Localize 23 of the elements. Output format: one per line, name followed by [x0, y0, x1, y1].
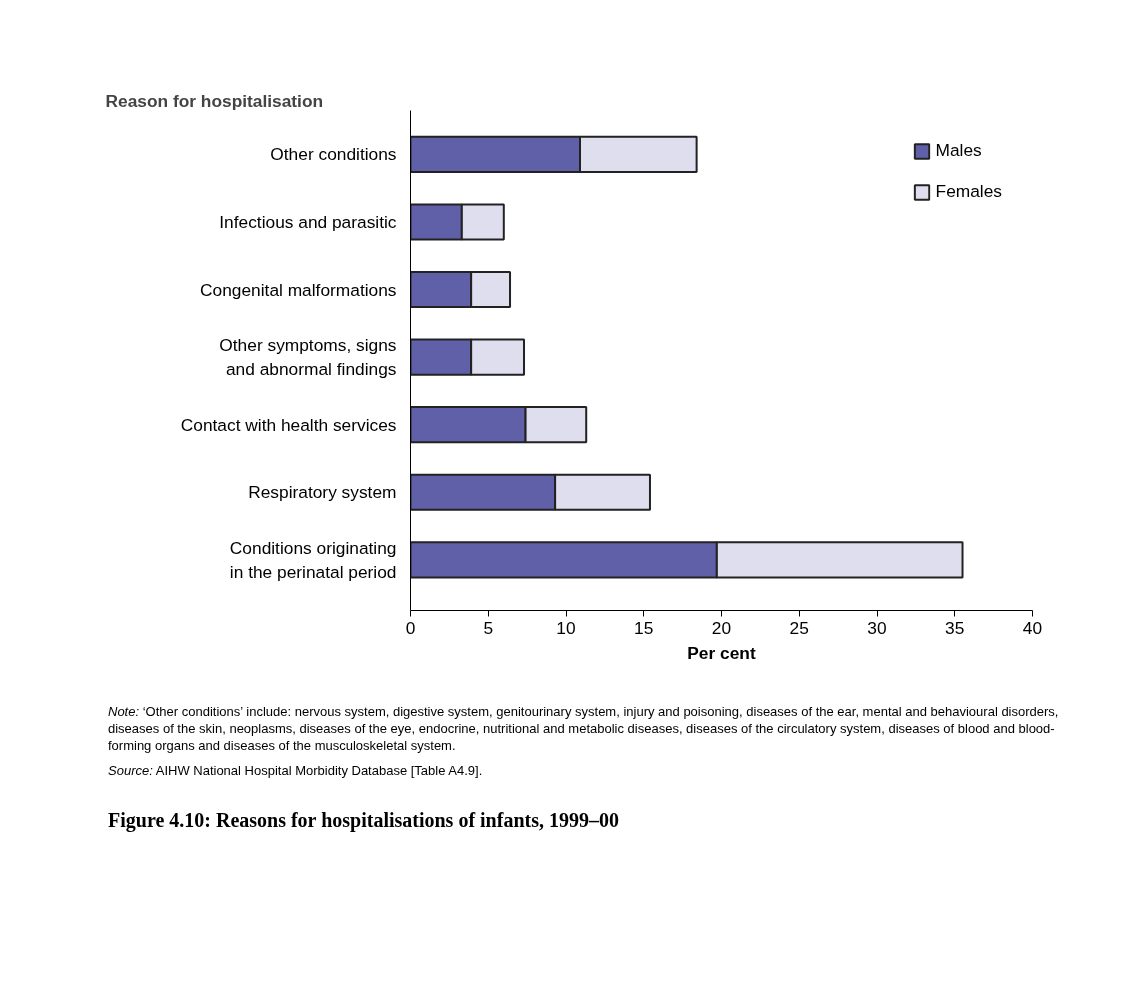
y-tick-label: Contact with health services	[180, 414, 397, 435]
x-tick-label: 15	[634, 617, 654, 638]
legend-label: Males	[935, 140, 982, 161]
text: Figure 4.10: Reasons for hospitalisations of infants, 1999–00	[108, 807, 619, 834]
source-note: Source: AIHW National Hospital Morbidity Database [Table A4.9].	[108, 762, 483, 780]
y-tick-label: Congenital malformations	[200, 279, 397, 300]
y-tick-label: Respiratory system	[248, 482, 397, 503]
y-tick-label: Other conditions	[270, 144, 397, 165]
x-tick-label: 40	[1022, 617, 1043, 638]
x-tick-label: 20	[711, 617, 732, 638]
text: Note: ‘Other conditions’ include: nervous system, digestive system, genitourinary system, injury and poisoning, diseases of the ear, mental and behavioural disorders, diseases of the skin, neoplasms, diseases of the eye, endocrine, nutritional and metabolic diseases, diseases of the circulatory system, diseases of blood and blood-forming organs and diseases of the musculoskeletal system.	[108, 704, 1060, 755]
x-tick-label: 30	[867, 617, 887, 638]
x-tick-label: 25	[789, 617, 809, 638]
y-tick-label: Conditions originating in the perinatal period	[229, 537, 397, 582]
legend-label: Females	[935, 181, 1002, 202]
x-axis-title: Per cent	[687, 642, 756, 663]
x-tick-label: 35	[945, 617, 965, 638]
x-tick-label: 10	[556, 617, 576, 638]
x-tick-label: 0	[405, 617, 416, 638]
y-axis-title: Reason for hospitalisation	[105, 90, 324, 111]
y-tick-label: Other symptoms, signs and abnormal findings	[219, 335, 397, 380]
y-tick-label: Infectious and parasitic	[219, 211, 397, 232]
x-tick-label: 5	[483, 617, 494, 638]
